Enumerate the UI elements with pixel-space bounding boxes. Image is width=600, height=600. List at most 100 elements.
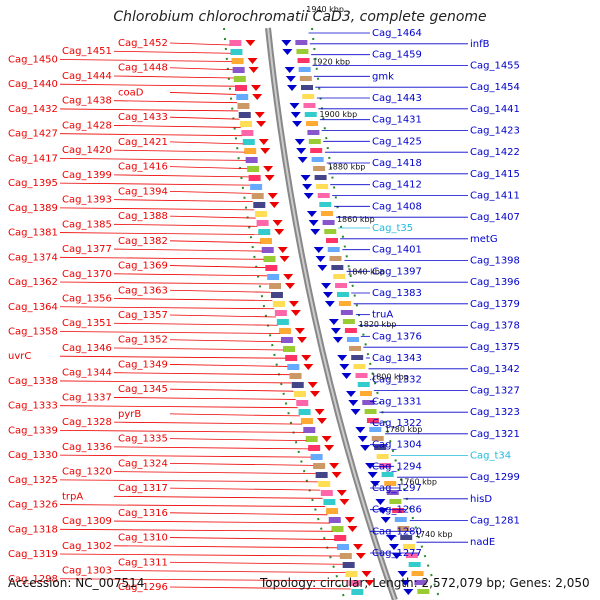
right-gene-label: gmk (372, 71, 394, 82)
kbp-tick-label: 1880 kbp (328, 163, 366, 172)
cog-color-block (306, 121, 319, 126)
cog-color-block (267, 274, 280, 280)
cog-color-block (242, 139, 255, 145)
reverse-gene-arrow (367, 472, 378, 478)
reverse-gene-arrow (294, 139, 305, 145)
cog-color-block (359, 391, 372, 396)
left-gene-label: Cag_1393 (62, 195, 112, 206)
cog-color-block (256, 220, 269, 226)
cog-color-block (265, 265, 278, 271)
left-label-leader (113, 397, 296, 400)
cog-color-block (254, 211, 267, 217)
cog-color-block (250, 184, 263, 190)
left-label-leader (113, 372, 290, 376)
left-gene-label: Cag_1330 (8, 450, 58, 461)
reverse-gene-arrow (350, 409, 361, 415)
cog-color-block (329, 256, 342, 261)
left-gene-label: Cag_1374 (8, 252, 58, 263)
right-gene-label: nadE (470, 537, 495, 548)
reverse-gene-arrow (348, 400, 359, 406)
forward-gene-arrow (316, 418, 327, 424)
cog-color-block (323, 499, 336, 505)
cog-color-block (331, 526, 344, 532)
reverse-gene-arrow (322, 292, 333, 298)
kbp-tick-label: 1820 kbp (359, 320, 397, 329)
left-gene-label: Cag_1344 (62, 368, 112, 379)
right-gene-label: Cag_1455 (470, 61, 520, 72)
cog-color-block (295, 40, 308, 45)
left-label-leader (113, 199, 253, 203)
cog-color-block (355, 373, 368, 378)
cog-color-block (369, 427, 382, 432)
right-gene-label: Cag_1415 (470, 169, 520, 180)
left-label-leader (169, 314, 276, 318)
cog-color-block (331, 265, 344, 270)
reverse-gene-arrow (375, 499, 386, 505)
left-gene-label: Cag_1335 (118, 434, 168, 445)
left-gene-label: Cag_1298 (8, 574, 58, 585)
right-gene-label: truA (372, 310, 393, 321)
left-label-leader (169, 166, 248, 170)
forward-gene-arrow (355, 553, 366, 559)
left-label-leader (59, 59, 232, 62)
cog-color-block (349, 346, 362, 351)
forward-gene-arrow (321, 436, 332, 442)
forward-gene-arrow (247, 58, 258, 64)
left-gene-label: Cag_1444 (62, 71, 112, 82)
right-gene-label: Cag_1375 (470, 342, 520, 353)
cog-color-block (336, 292, 349, 297)
reverse-gene-arrow (386, 535, 397, 541)
left-gene-label: Cag_1450 (8, 54, 58, 65)
cog-color-block (384, 481, 397, 486)
cog-color-block (308, 139, 321, 144)
left-label-leader (169, 92, 237, 95)
left-label-leader (169, 190, 252, 194)
kbp-tick-label: 1760 kbp (399, 478, 437, 487)
left-gene-label: Cag_1438 (62, 96, 112, 107)
forward-gene-arrow (274, 229, 285, 235)
right-gene-label: Cag_1332 (372, 375, 422, 386)
cog-color-block (403, 544, 416, 549)
right-gene-label: Cag_1379 (470, 299, 520, 310)
cog-color-block (258, 229, 271, 235)
cog-color-block (230, 49, 243, 55)
cog-color-block (245, 157, 258, 163)
left-label-leader (169, 364, 288, 367)
right-gene-label: Cag_1423 (470, 126, 520, 137)
cog-color-block (327, 247, 340, 252)
right-gene-label: Cag_1418 (372, 158, 422, 169)
cog-color-block (389, 499, 402, 504)
reverse-gene-arrow (296, 148, 307, 154)
left-label-leader (169, 240, 261, 244)
cog-color-block (311, 157, 324, 162)
cog-color-block (334, 535, 347, 541)
right-gene-label: Cag_1411 (470, 191, 520, 202)
left-gene-label: Cag_1352 (118, 335, 168, 346)
reverse-gene-arrow (285, 76, 296, 82)
forward-gene-arrow (248, 67, 259, 73)
cog-color-block (353, 364, 366, 369)
left-gene-label: uvrC (8, 351, 31, 362)
forward-gene-arrow (256, 121, 267, 127)
left-gene-label: Cag_1303 (62, 566, 112, 577)
cog-color-block (244, 148, 257, 154)
left-gene-label: Cag_1363 (118, 285, 168, 296)
forward-gene-arrow (288, 301, 299, 307)
right-gene-label: Cag_1397 (372, 266, 422, 277)
cog-color-block (297, 58, 310, 63)
forward-gene-arrow (285, 283, 296, 289)
right-gene-label: Cag_1294 (372, 461, 422, 472)
forward-gene-arrow (258, 139, 269, 145)
left-gene-label: Cag_1428 (62, 120, 112, 131)
left-label-leader (59, 553, 341, 557)
reverse-gene-arrow (290, 112, 301, 118)
kbp-tick-label: 1940 kbp (306, 5, 344, 14)
reverse-gene-arrow (345, 391, 356, 397)
right-gene-label: Cag_1343 (372, 353, 422, 364)
right-gene-label: Cag_1327 (470, 386, 520, 397)
cog-color-block (319, 202, 332, 207)
reverse-gene-arrow (289, 103, 300, 109)
forward-gene-arrow (344, 517, 355, 523)
cog-color-block (278, 328, 291, 334)
reverse-gene-arrow (391, 553, 402, 559)
